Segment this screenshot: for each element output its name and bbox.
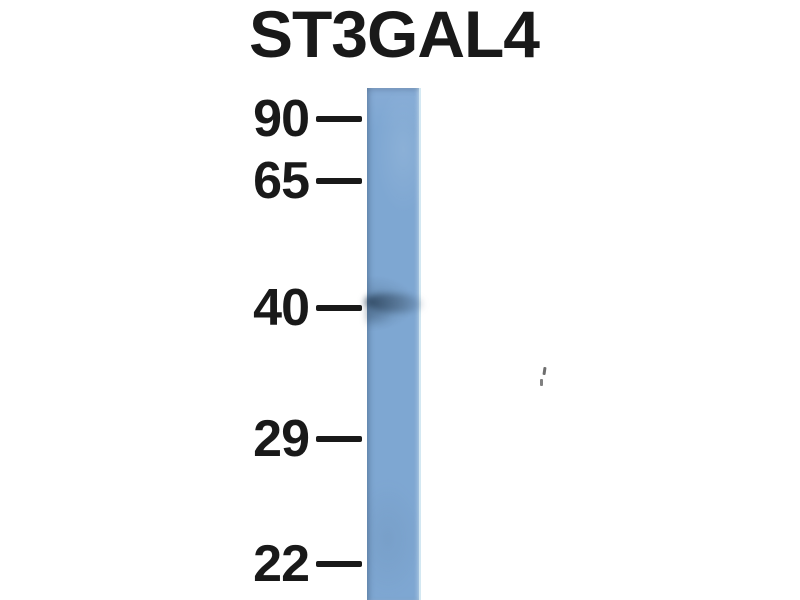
artifact-speck — [540, 379, 543, 386]
ladder-tick-line — [316, 561, 362, 567]
blot-title: ST3GAL4 — [248, 0, 540, 71]
ladder: 90 65 40 29 22 — [0, 0, 362, 600]
ladder-tick-line — [316, 305, 362, 311]
ladder-tick-line — [316, 178, 362, 184]
artifact-speck — [542, 366, 547, 376]
ladder-tick-line — [316, 116, 362, 122]
gel-lane — [364, 88, 424, 600]
ladder-tick-line — [316, 436, 362, 442]
